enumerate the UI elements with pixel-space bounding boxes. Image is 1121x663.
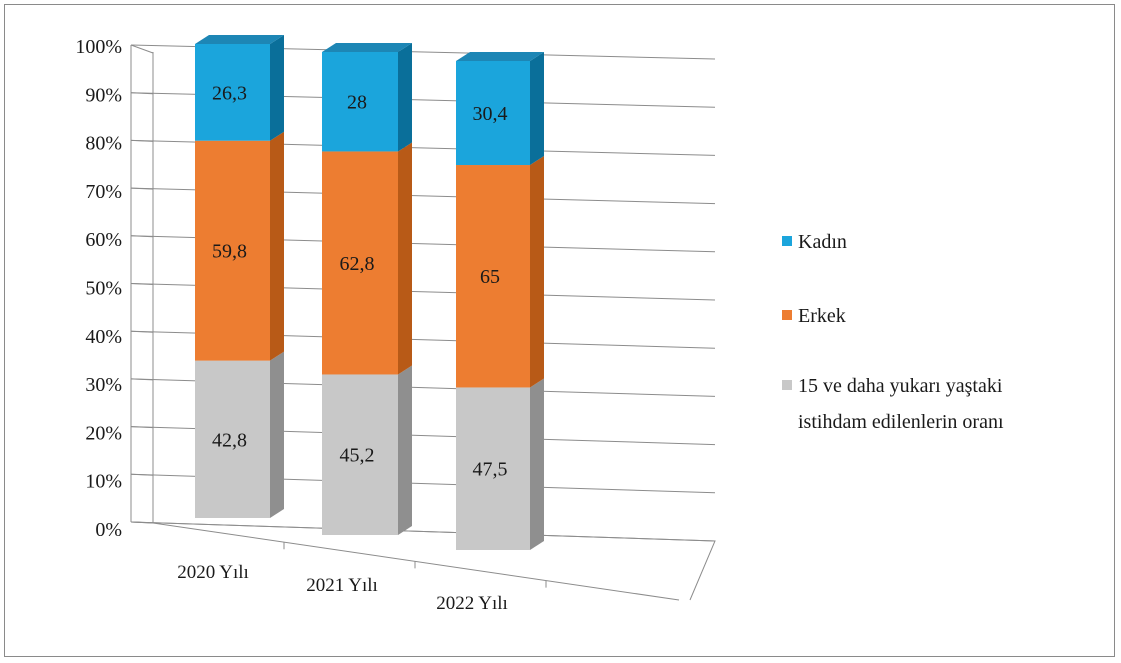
bar-side: [270, 351, 284, 518]
bar-segment: [456, 165, 530, 388]
legend-label-kadin: Kadın: [798, 231, 847, 253]
gridline: [130, 521, 716, 542]
legend-swatch-oran: [782, 380, 792, 390]
legend-label-oran-line1: 15 ve daha yukarı yaştaki: [798, 375, 1003, 397]
y-tick-label: 80%: [85, 133, 122, 155]
x-tick-label: 2022 Yılı: [436, 593, 508, 614]
data-label: 65: [480, 266, 500, 288]
bar-side: [398, 142, 412, 375]
y-axis-ticks: 0% 10% 20% 30% 40% 50% 60% 70% 80% 90% 100%: [75, 36, 122, 541]
bar-segment: [195, 360, 270, 518]
y-tick-label: 50%: [85, 278, 122, 300]
floor-edges: [130, 521, 716, 601]
data-label: 42,8: [212, 429, 247, 451]
y-tick-label: 30%: [85, 374, 122, 396]
bar-segment: [456, 61, 530, 166]
legend-label-oran-line2: istihdam edilenlerin oranı: [798, 411, 1004, 433]
bar-segment: [322, 52, 398, 152]
bar-side: [270, 131, 284, 361]
bar-segment: [322, 374, 398, 535]
y-tick-label: 90%: [85, 84, 122, 106]
bar-top: [322, 43, 412, 52]
bar-side: [530, 378, 544, 550]
data-label: 47,5: [473, 459, 508, 481]
legend-swatch-erkek: [782, 310, 792, 320]
chart-frame: [4, 4, 1115, 657]
bar-side: [530, 156, 544, 388]
bar-segment: [456, 387, 530, 550]
y-tick-label: 10%: [85, 471, 122, 493]
y-tick-label: 60%: [85, 229, 122, 251]
y-tick-label: 70%: [85, 181, 122, 203]
floor-front-edge: [152, 522, 680, 601]
bar-side: [398, 43, 412, 152]
bar-top: [456, 52, 544, 61]
y-tick-label: 100%: [75, 36, 122, 58]
x-tick-label: 2020 Yılı: [177, 562, 249, 583]
x-axis-labels: 2020 Yılı 2021 Yılı 2022 Yılı: [177, 542, 547, 614]
legend-label-erkek: Erkek: [798, 305, 846, 327]
bar-side: [398, 365, 412, 535]
bar-side: [270, 35, 284, 141]
y-tick-label: 40%: [85, 326, 122, 348]
bars: [195, 35, 544, 550]
legend-swatch-kadin: [782, 236, 792, 246]
bar-segment: [195, 44, 270, 141]
bar-segment: [322, 151, 398, 375]
gridline-side: [130, 44, 154, 54]
data-label: 30,4: [473, 103, 508, 125]
data-label: 62,8: [340, 253, 375, 275]
data-labels: 42,8 59,8 26,3 45,2 62,8 28 47,5 65 30,4: [212, 82, 508, 480]
data-label: 45,2: [340, 445, 375, 467]
data-label: 26,3: [212, 82, 247, 104]
x-tick-label: 2021 Yılı: [306, 575, 378, 596]
data-label: 59,8: [212, 241, 247, 263]
y-tick-label: 20%: [85, 422, 122, 444]
bar-segment: [195, 140, 270, 361]
y-tick-label: 0%: [95, 519, 122, 541]
data-label: 28: [347, 92, 367, 114]
bar-side: [530, 52, 544, 166]
legend: Kadın Erkek 15 ve daha yukarı yaştaki is…: [782, 231, 1004, 433]
bar-top: [195, 35, 284, 44]
